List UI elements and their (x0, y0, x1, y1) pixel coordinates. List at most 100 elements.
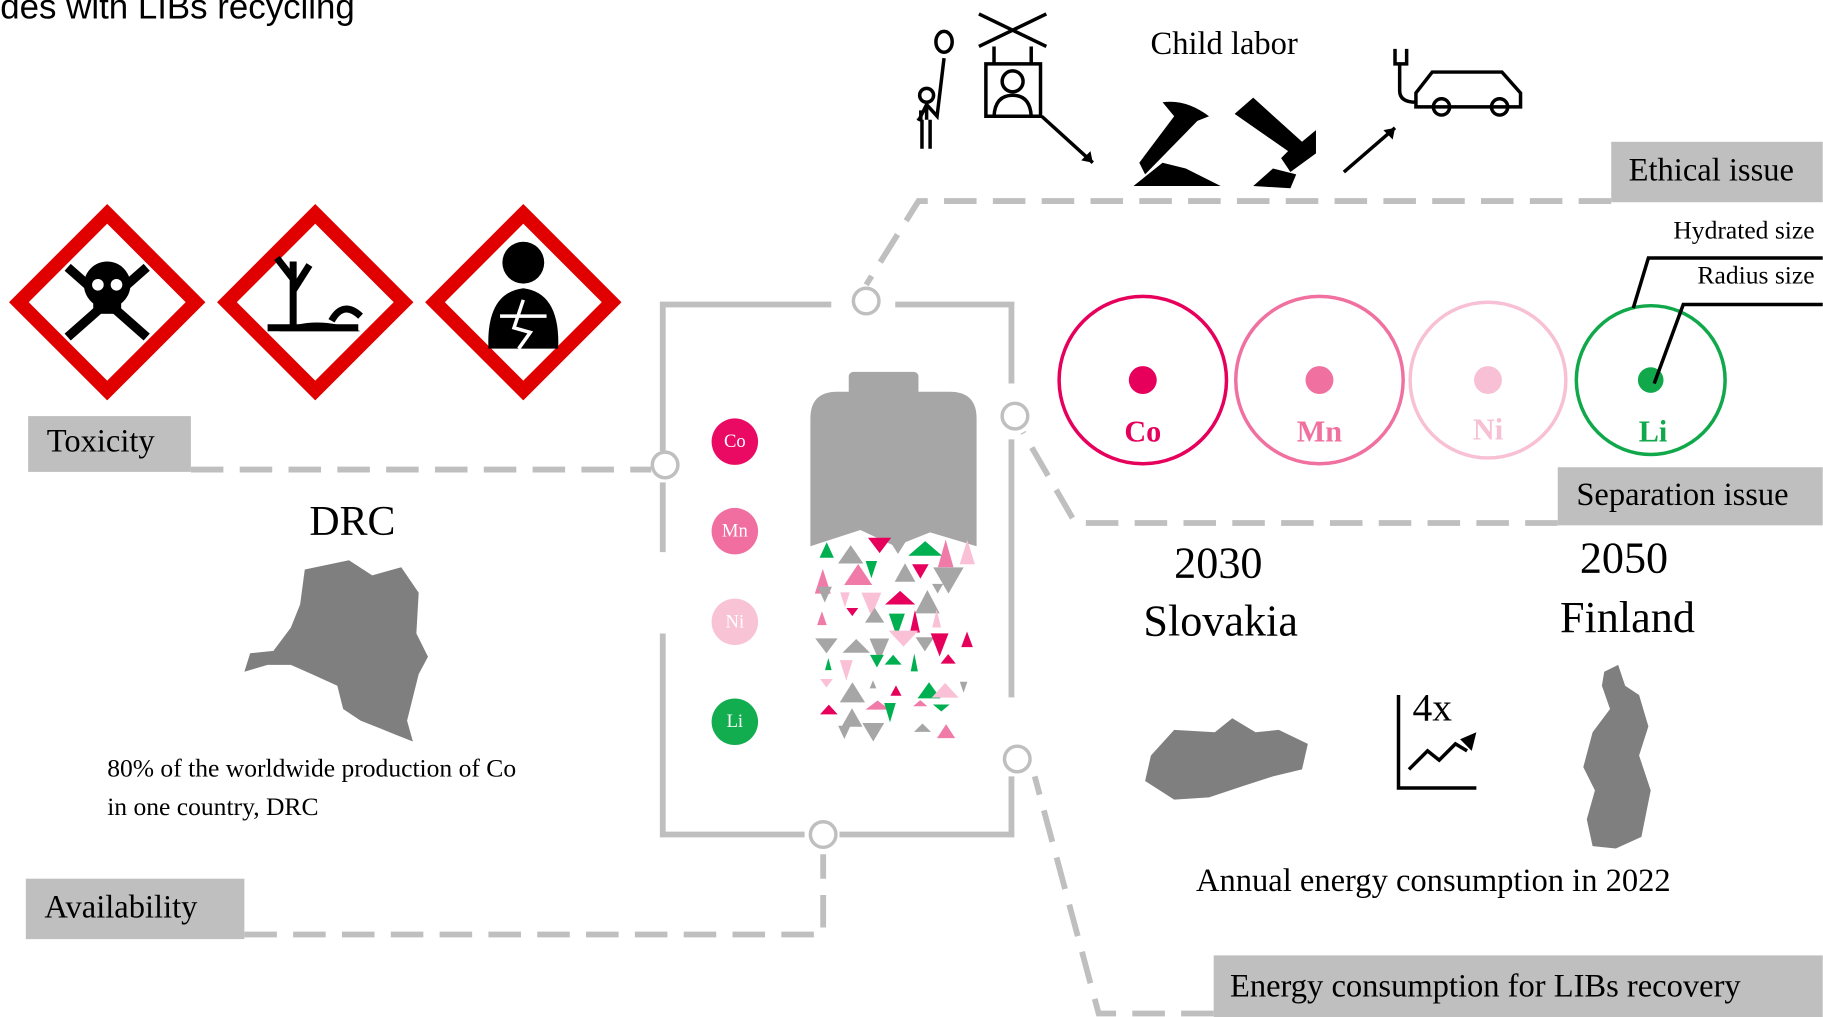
issue-label-text: Toxicity (47, 423, 156, 459)
battery-shape-shape (912, 564, 929, 579)
battery-shape-shape (932, 704, 950, 712)
connector-shape (659, 301, 1015, 838)
ion-shape (1128, 366, 1157, 395)
hazard-icon-shape (267, 255, 363, 332)
battery-shape-shape (940, 654, 956, 664)
battery-shape-shape (839, 682, 866, 703)
issue-label-shape (1213, 955, 1823, 1017)
battery (810, 371, 977, 742)
issue-label-text: Energy consumption for LIBs recovery (1230, 969, 1741, 1005)
battery-shape-shape (839, 660, 853, 681)
ion-shape (1234, 294, 1405, 466)
hazard-icon-shape (64, 263, 150, 341)
child-labor-icon-shape (916, 57, 946, 149)
battery-shape-shape (961, 631, 973, 648)
child-labor-icon-shape (1081, 127, 1396, 163)
ion: Co Mn Ni Li (1057, 294, 1727, 466)
energy-text: 2050 (1580, 534, 1668, 583)
ion-text: Mn (1297, 415, 1343, 449)
ion-text: Li (1639, 415, 1668, 449)
battery-shape-shape (815, 638, 838, 654)
battery-shape-shape (841, 708, 863, 727)
issue-label-shape (28, 416, 191, 472)
availability-text: 80% of the worldwide production of Co (107, 753, 516, 782)
battery-shape-shape (838, 725, 851, 740)
hazard-icon-shape (217, 203, 414, 401)
battery-shape-shape (870, 654, 884, 668)
battery-shape-shape (908, 541, 943, 556)
child-labor-icon-text: Child labor (1151, 26, 1298, 62)
connector-shape (650, 450, 680, 480)
element-dot-text: Ni (726, 611, 745, 632)
ion-text: Co (1124, 415, 1161, 449)
element-dot-text: Mn (722, 521, 749, 542)
battery-shape-shape (884, 654, 902, 665)
battery-shape-shape (890, 541, 906, 554)
battery-shape-shape (869, 638, 890, 662)
connector-shape (244, 854, 827, 938)
availability-text: in one country, DRC (107, 792, 318, 821)
child-labor-icon-shape (1431, 97, 1452, 117)
battery-shape-shape (819, 542, 834, 558)
battery-shape-shape (894, 563, 916, 582)
availability-shape (244, 560, 428, 742)
ion-shape (1474, 366, 1502, 395)
energy: 2030 Slovakia 2050 Finland 4x Annual ene… (1143, 534, 1695, 899)
hazard-icon (9, 203, 622, 401)
child-labor-icon-shape (917, 86, 936, 105)
connector-shape (808, 819, 838, 850)
energy-shape (1145, 718, 1308, 800)
child-labor-icon-shape (1234, 97, 1316, 189)
battery-shape-shape (885, 590, 916, 605)
energy-text: Annual energy consumption in 2022 (1196, 863, 1671, 899)
battery-shape (810, 391, 977, 547)
battery-shape-shape (890, 685, 902, 696)
issue-label: Toxicity Ethical issue Separation issue … (25, 141, 1823, 1017)
battery-shape-shape (913, 700, 928, 707)
title: des with LIBs recycling (0, 0, 355, 27)
ion-shape (1408, 300, 1568, 460)
battery-shape-shape (844, 563, 873, 586)
connector-shape (1031, 775, 1214, 1017)
issue-label-shape (1611, 141, 1823, 203)
energy-shape (1407, 741, 1468, 771)
child-labor-icon-shape (1393, 48, 1523, 109)
battery-shape-shape (888, 630, 919, 647)
battery-shape-shape (865, 607, 885, 623)
battery-shape-shape (888, 613, 905, 637)
element-dot-text: Co (724, 431, 746, 452)
availability-text: DRC (309, 499, 395, 545)
child-labor-icon-shape (1040, 114, 1397, 174)
battery-shape-shape (842, 638, 871, 653)
battery-shape-shape (825, 657, 832, 671)
availability: DRC 80% of the worldwide production of C… (107, 499, 516, 821)
battery-shape-shape (861, 592, 882, 617)
child-labor-icon-shape (934, 29, 954, 55)
energy-text: Slovakia (1143, 596, 1298, 645)
issue-label-text: Ethical issue (1629, 153, 1794, 189)
battery-shape-shape (865, 561, 878, 579)
energy-text: 2030 (1174, 538, 1262, 587)
element-dot-shape (711, 418, 759, 465)
child-labor-icon: Child labor (916, 12, 1523, 189)
energy-shape (1460, 732, 1477, 751)
hazard-icon-shape (488, 288, 559, 349)
child-labor-icon-shape (1133, 101, 1221, 186)
battery-shape-shape (910, 653, 918, 672)
ion-text: Ni (1473, 412, 1503, 446)
connector-shape (851, 286, 881, 316)
battery-shape-shape (868, 537, 892, 554)
battery-shape-shape (865, 700, 890, 710)
child-labor-icon-shape (1489, 97, 1510, 117)
size-callout-shape (1631, 256, 1823, 385)
battery-shape-shape (909, 610, 920, 633)
child-labor-icon-shape (978, 12, 1048, 118)
hazard-icon-shape (110, 278, 123, 291)
battery-shape-shape (817, 611, 827, 626)
energy-text: Finland (1560, 593, 1695, 642)
battery-shape-shape (820, 679, 833, 688)
battery-shape-shape (862, 722, 885, 742)
ion-shape (1057, 294, 1229, 466)
battery-shape (814, 537, 975, 742)
